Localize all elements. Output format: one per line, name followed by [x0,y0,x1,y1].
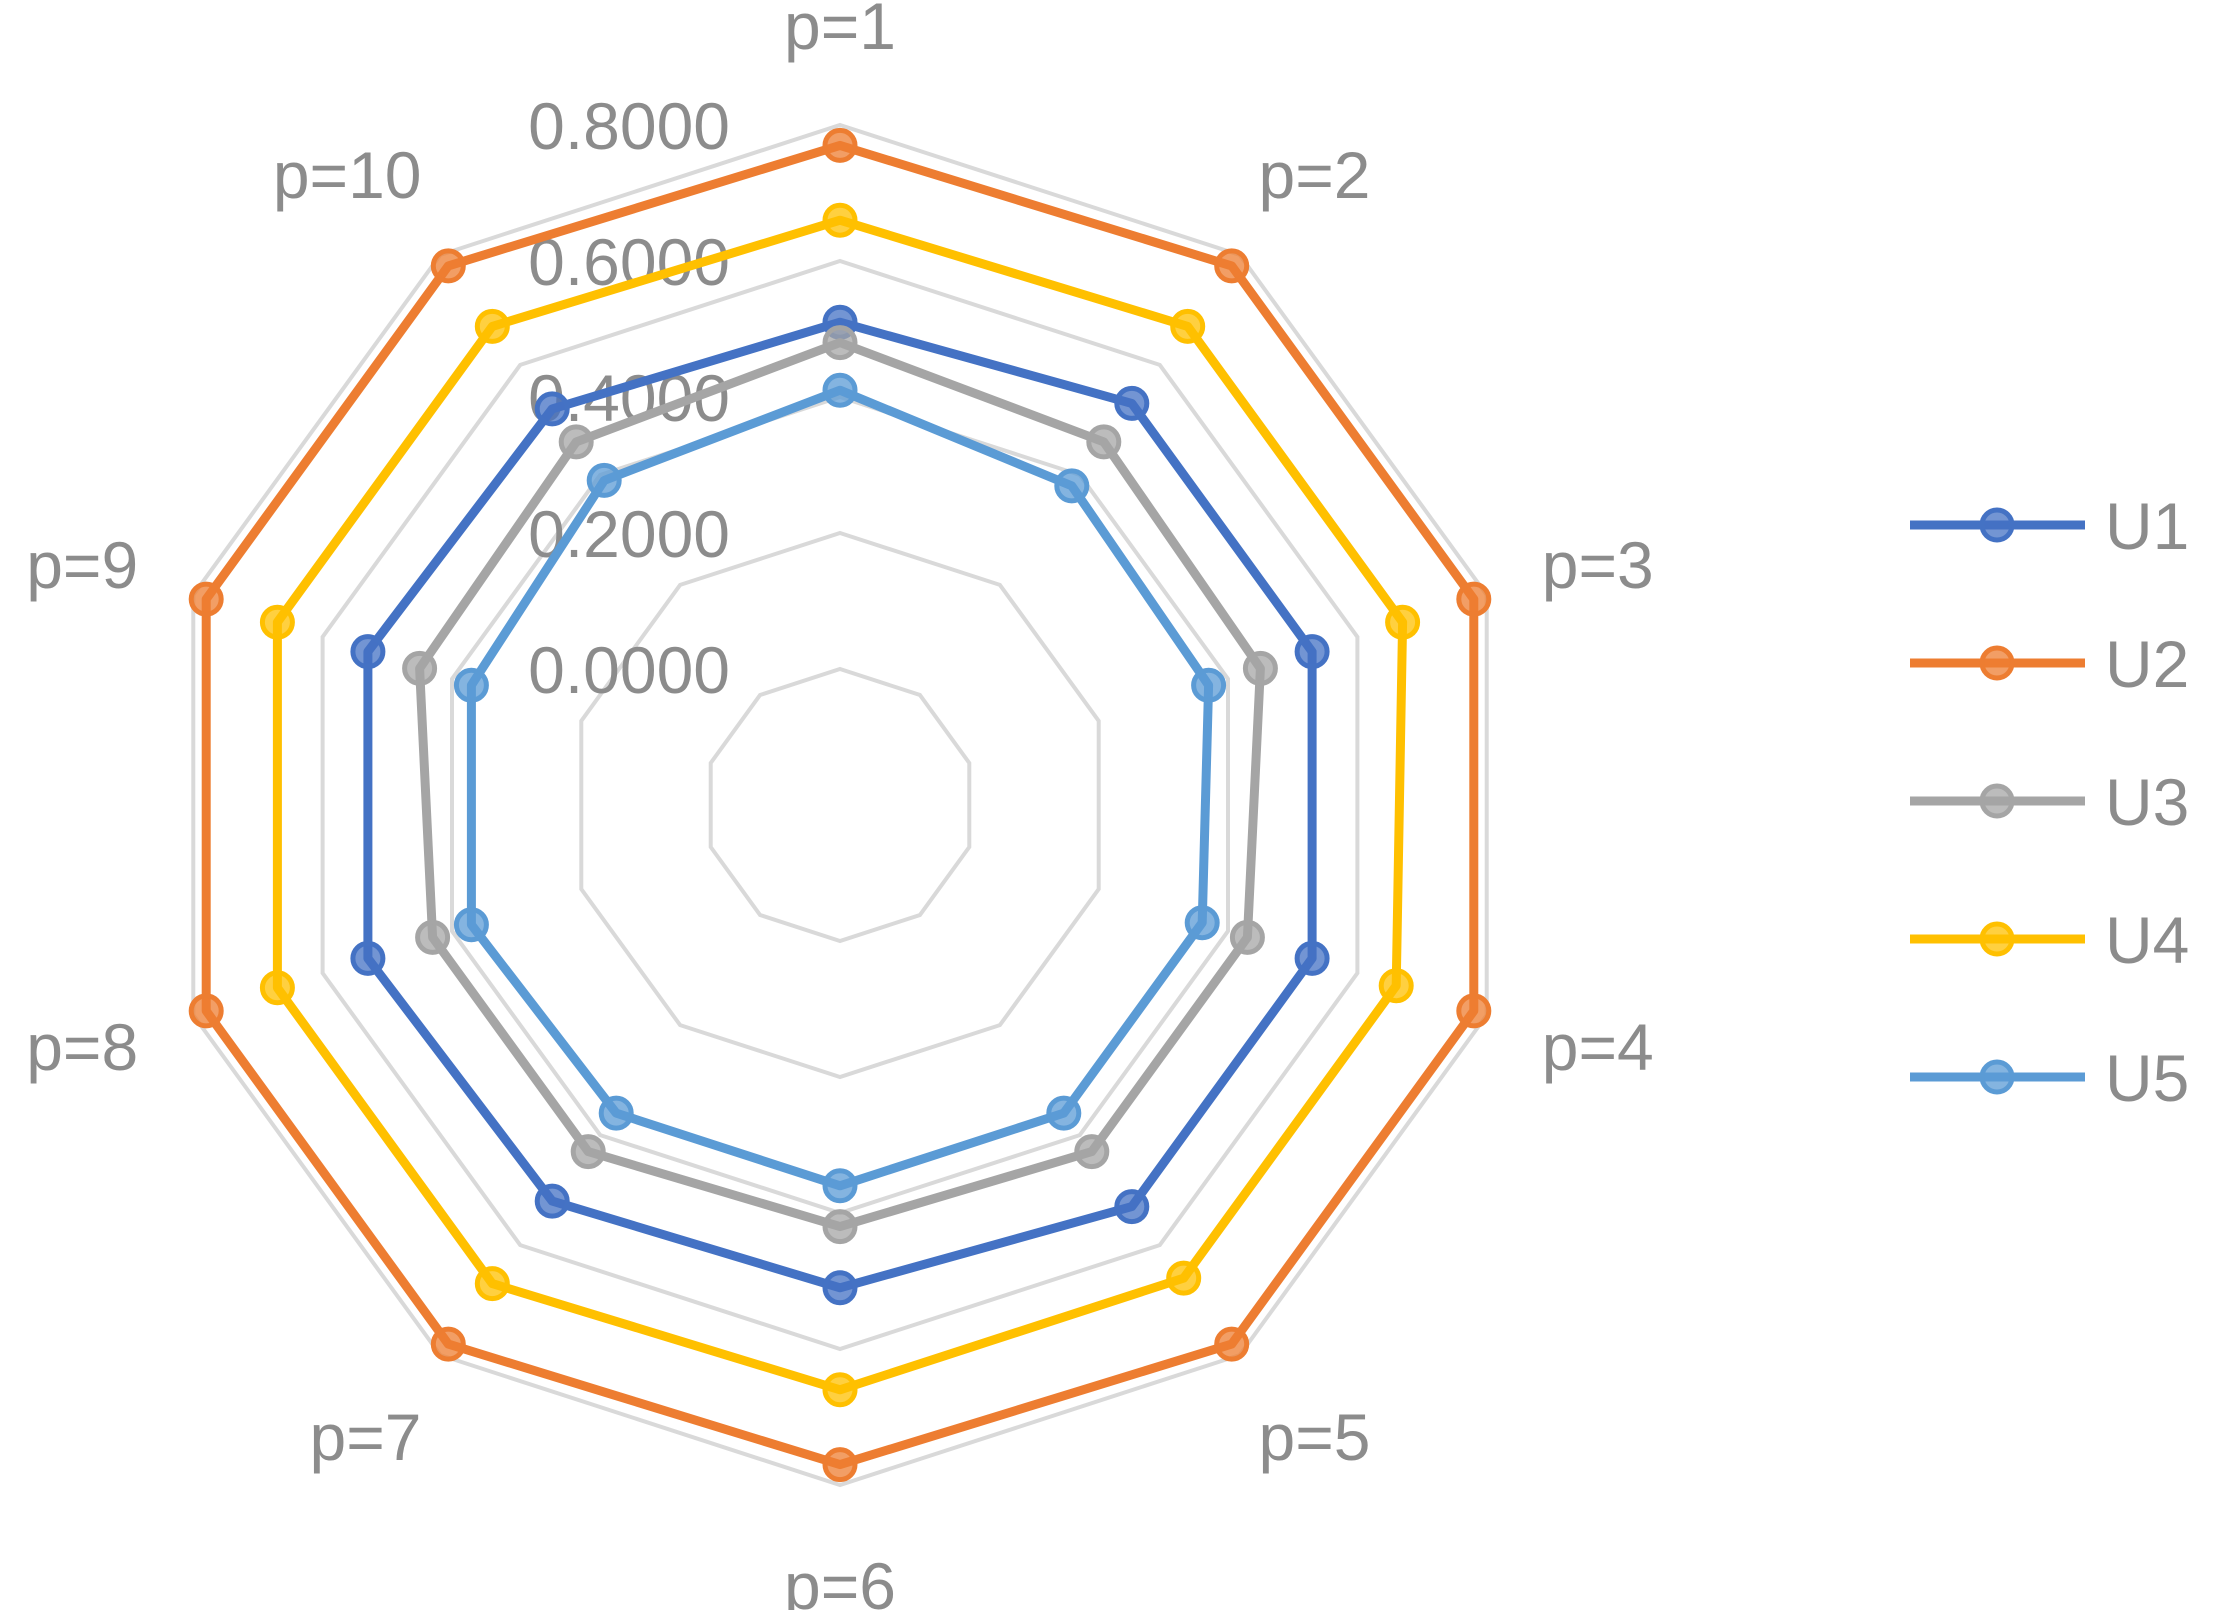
data-point [453,667,489,703]
category-label: p=3 [1542,528,1654,602]
data-point [188,993,224,1029]
data-point [1242,650,1278,686]
data-point [415,919,451,955]
legend-item: U1 [1910,489,2189,563]
data-point [188,581,224,617]
data-point [1086,424,1122,460]
category-label: p=9 [26,528,138,602]
grid-ring [320,258,1360,1352]
data-point [1229,919,1265,955]
legend-marker [1979,645,2015,681]
series-line [415,338,1265,1232]
data-point [402,650,438,686]
data-point [822,325,858,361]
category-label: p=2 [1259,138,1371,212]
data-point [822,1270,858,1306]
data-point [1385,604,1421,640]
data-point [1191,667,1227,703]
data-point [1046,1095,1082,1131]
legend-marker [1979,783,2015,819]
data-point [1184,905,1220,941]
data-point [1114,385,1150,421]
legend-marker [1979,1059,2015,1095]
data-point [474,308,510,344]
data-point [1054,468,1090,504]
data-point [350,634,386,670]
data-point [430,248,466,284]
legend-label: U4 [2105,903,2189,977]
legend-item: U4 [1910,903,2189,977]
series-line [363,317,1317,1293]
data-point [570,1134,606,1170]
data-point [1114,1189,1150,1225]
grid-ring [579,530,1101,1080]
legend: U1 U2 U3 U4 U5 [1910,489,2189,1115]
tick-label: 0.0000 [528,633,730,707]
tick-label: 0.2000 [528,497,730,571]
category-label: p=8 [26,1010,138,1084]
data-point [1456,993,1492,1029]
category-label: p=7 [310,1400,422,1474]
data-point [350,940,386,976]
legend-label: U3 [2105,765,2189,839]
category-label: p=4 [1542,1010,1654,1084]
data-point [1378,968,1414,1004]
data-point [822,1372,858,1408]
series-u4 [259,202,1421,1408]
data-point [822,127,858,163]
series-u5 [453,372,1227,1204]
data-point [1166,1260,1202,1296]
data-point [558,424,594,460]
data-point [259,970,295,1006]
series-u2 [188,127,1492,1483]
category-label: p=6 [784,1549,896,1610]
data-point [1214,1326,1250,1362]
data-point [1074,1134,1110,1170]
category-label: p=10 [273,138,422,212]
legend-label: U5 [2105,1041,2189,1115]
data-point [474,1266,510,1302]
data-point [430,1326,466,1362]
legend-item: U2 [1910,627,2189,701]
series-lines [188,127,1492,1483]
data-point [1214,248,1250,284]
grid-ring [708,666,972,944]
category-labels: p=1 p=2 p=3 p=4 p=5 p=6 p=7 p=8 p=9 p=10 [26,0,1654,1610]
data-point [1170,308,1206,344]
data-point [1456,581,1492,617]
data-point [1294,634,1330,670]
tick-label: 0.8000 [528,89,730,163]
series-u3 [402,325,1278,1245]
legend-label: U2 [2105,627,2189,701]
data-point [586,462,622,498]
data-point [534,391,570,427]
grid-ring [191,122,1489,1488]
data-point [598,1095,634,1131]
data-point [1294,940,1330,976]
data-point [822,372,858,408]
data-point [822,1447,858,1483]
legend-marker [1979,921,2015,957]
legend-item: U3 [1910,765,2189,839]
legend-item: U5 [1910,1041,2189,1115]
data-point [259,604,295,640]
data-point [822,1168,858,1204]
data-point [822,202,858,238]
data-point [822,1209,858,1245]
category-label: p=1 [784,0,896,63]
series-u1 [350,304,1330,1306]
legend-label: U1 [2105,489,2189,563]
data-point [453,907,489,943]
legend-marker [1979,507,2015,543]
category-label: p=5 [1259,1400,1371,1474]
data-point [534,1183,570,1219]
